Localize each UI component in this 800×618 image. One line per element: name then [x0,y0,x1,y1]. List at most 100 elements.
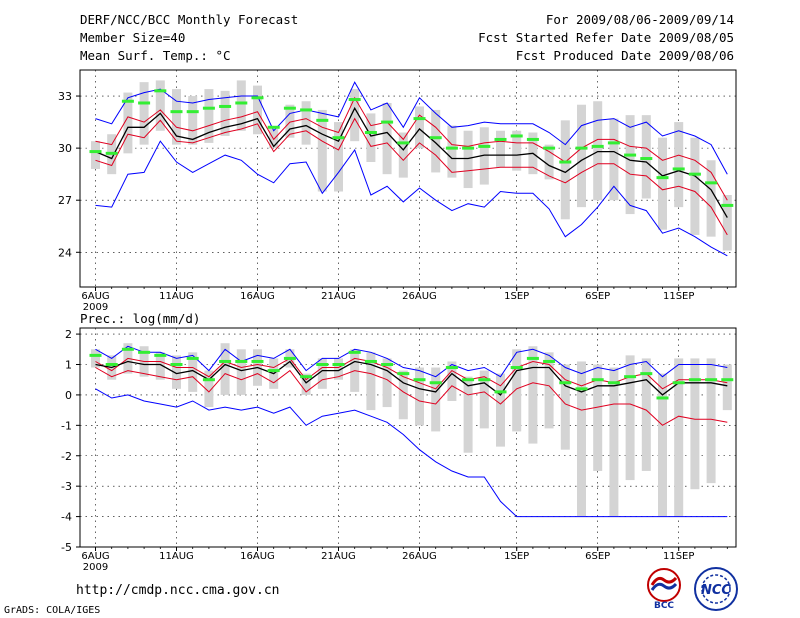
prec-range-bar [658,373,667,517]
prec-median-marker [202,378,215,382]
prec-median-marker [300,375,313,379]
temp-range-bar [236,80,246,131]
temp-xtick-label: 26AUG [402,291,437,302]
temp-range-bar [301,101,311,145]
prec-range-bar [204,370,214,408]
temp-ytick-label: 33 [58,90,72,103]
prec-xtick-label: 6AUG [81,551,109,562]
temp-range-bar [350,89,360,142]
temp-median-marker [462,146,475,150]
source-url[interactable]: http://cmdp.ncc.cma.gov.cn [76,583,280,598]
temp-median-marker [413,117,426,121]
temp-median-marker [235,101,248,105]
temp-median-marker [640,157,653,161]
temp-range-bar [431,109,441,173]
temp-xtick-label: 21AUG [321,291,356,302]
temp-range-bar [641,115,651,199]
temp-median-marker [202,106,215,110]
chart-title: DERF/NCC/BCC Monthly Forecast [80,12,299,27]
prec-range-bar [625,355,635,481]
ncc-logo-text: NCC [701,583,731,598]
prec-median-marker [510,366,523,370]
temp-median-marker [332,136,345,140]
temp-median-marker [154,89,167,93]
prec-median-marker [413,378,426,382]
prec-range-bar [722,364,732,411]
prec-median-marker [688,378,701,382]
prec-range-bar [577,361,586,517]
prec-range-bar [366,352,376,411]
temp-range-bar [139,82,149,145]
prec-range-bar [496,373,505,447]
prec-median-marker [591,378,604,382]
temp-range-bar [253,85,262,135]
prec-range-bar [188,352,198,392]
prec-median-marker [154,353,167,357]
prec-median-marker [543,359,556,363]
temp-median-marker [672,167,685,171]
prec-range-bar [398,370,408,420]
temp-range-bar [690,137,700,235]
prec-median-marker [121,347,134,351]
prec-median-marker [624,375,637,379]
prec-range-bar [593,364,603,471]
prec-median-marker [89,353,102,357]
temp-median-marker [316,118,329,122]
prec-lower-spread-line [95,367,728,426]
prec-range-bar [609,367,619,517]
prec-range-bar [91,349,100,368]
temp-median-marker [543,146,556,150]
prec-range-bar [447,361,457,401]
temp-range-bar [609,118,619,201]
member-size: Member Size=40 [80,30,186,45]
temp-xtick-year: 2009 [83,302,108,313]
prec-range-bar [431,367,441,432]
temp-median-marker [300,108,313,112]
prec-median-marker [267,369,280,373]
prec-median-marker [445,366,458,370]
prec-median-marker [526,356,539,360]
temp-median-marker [251,96,264,100]
prec-ytick-label: -3 [61,480,72,493]
prec-xtick-label: 11SEP [663,551,694,562]
prec-xtick-label: 26AUG [402,551,437,562]
temp-range-bar [382,102,392,175]
temp-median-marker [445,146,458,150]
prec-median-marker [138,350,151,354]
temp-xtick-label: 11AUG [159,291,194,302]
temp-upper-spread-line [95,96,728,201]
temp-median-marker [510,134,523,138]
temp-median-marker [624,153,637,157]
temp-range-bar [123,92,133,154]
prec-median-marker [316,363,329,366]
temp-median-marker [267,125,280,129]
prec-median-marker [397,372,410,376]
temp-median-marker [591,144,604,148]
temp-frame [79,69,737,288]
prec-range-bar [690,358,700,490]
temperature-panel: 24 27 30 33 6AUG 11AUG 16AUG 21AUG 26AUG 1SEP 6SEP… [58,69,737,313]
prec-median-marker [705,378,718,382]
prec-range-bar [236,349,246,395]
prec-range-bar [220,343,230,395]
precip-panel-label: Prec.: log(mm/d) [80,311,201,326]
prec-range-bar [415,367,424,426]
prec-median-marker [381,363,394,366]
temp-median-marker [607,141,620,145]
temp-range-bar [155,80,165,131]
prec-range-bar [479,370,489,429]
fcst-started-date: Fcst Started Refer Date 2009/08/05 [478,30,734,45]
bcc-logo: BCC [641,566,687,611]
temp-range-bar [398,132,408,178]
ncc-logo: NCC [692,566,740,612]
temp-range-bar [625,115,635,215]
temp-median-marker [721,203,734,207]
prec-median-marker [656,396,669,400]
variable-label: Mean Surf. Temp.: °C [80,48,231,63]
prec-median-marker [721,378,734,382]
prec-ensemble-max-line [95,345,728,378]
prec-median-marker [364,359,377,363]
temp-median-marker [705,181,718,185]
temp-median-marker [348,98,361,102]
temp-range-bar [479,127,489,185]
